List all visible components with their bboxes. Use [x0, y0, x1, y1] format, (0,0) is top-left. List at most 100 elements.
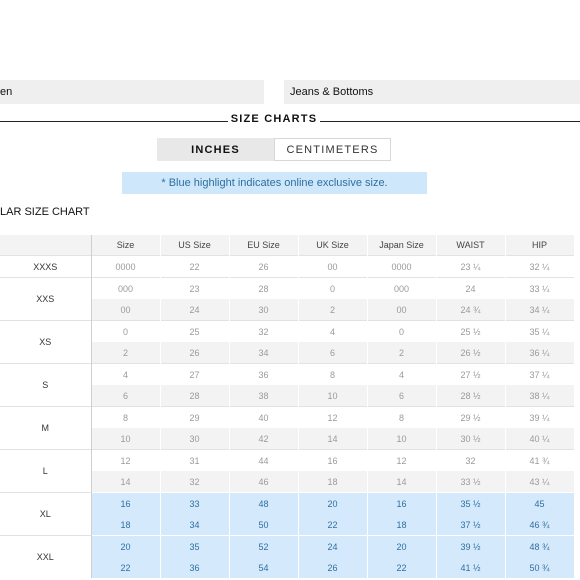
table-cell: 32: [436, 449, 506, 471]
table-cell: 41 ½: [436, 557, 506, 578]
online-exclusive-note: * Blue highlight indicates online exclus…: [122, 172, 427, 194]
header-cell-hip: HIP: [505, 235, 575, 256]
category-tab-women-label: en: [0, 86, 13, 98]
divider-left: [0, 121, 228, 122]
table-body: XXXS 0000 22 26 00 0000 23 ¼ 32 ¼ XXS 000 23 28 0 000…: [0, 255, 575, 578]
table-cell: 18: [91, 514, 161, 536]
table-cell: 38 ¼: [505, 385, 575, 407]
table-cell: 8: [298, 363, 368, 385]
table-cell: 46: [229, 471, 299, 493]
size-label-cell: XXXS: [0, 255, 92, 278]
table-cell: 8: [91, 406, 161, 428]
table-header-row: Size US Size EU Size UK Size Japan Size …: [0, 235, 575, 256]
table-cell: 000: [91, 277, 161, 299]
table-cell: 2: [367, 342, 437, 364]
table-cell: 43 ¼: [505, 471, 575, 493]
table-row: XXXS 0000 22 26 00 0000 23 ¼ 32 ¼: [0, 255, 575, 278]
table-cell: 30 ½: [436, 428, 506, 450]
table-cell: 8: [367, 406, 437, 428]
table-cell: 41 ¾: [505, 449, 575, 471]
table-cell: 37 ½: [436, 514, 506, 536]
header-cell-waist: WAIST: [436, 235, 506, 256]
table-cell: 22: [367, 557, 437, 578]
table-cell: 23 ¼: [436, 255, 506, 278]
table-row: 18 34 50 22 18 37 ½ 46 ¾: [0, 514, 575, 536]
table-cell: 26: [298, 557, 368, 578]
table-cell: 39 ½: [436, 535, 506, 557]
size-table: Size US Size EU Size UK Size Japan Size …: [0, 235, 575, 578]
size-label-cell: XXS: [0, 277, 92, 321]
table-cell: 0: [91, 320, 161, 342]
inches-button[interactable]: INCHES: [157, 138, 274, 161]
table-cell: 10: [367, 428, 437, 450]
table-cell: 24: [298, 535, 368, 557]
table-cell: 36 ¼: [505, 342, 575, 364]
table-cell: 12: [367, 449, 437, 471]
table-cell: 10: [91, 428, 161, 450]
table-cell: 20: [367, 535, 437, 557]
table-cell: 4: [298, 320, 368, 342]
table-cell: 28: [229, 277, 299, 299]
table-cell: 52: [229, 535, 299, 557]
header-cell-size: Size: [91, 235, 161, 256]
table-cell: 32: [229, 320, 299, 342]
table-cell: 54: [229, 557, 299, 578]
table-cell: 27 ½: [436, 363, 506, 385]
table-cell: 22: [91, 557, 161, 578]
category-tab-jeans-bottoms[interactable]: Jeans & Bottoms: [284, 80, 580, 104]
category-tab-women[interactable]: en: [0, 80, 264, 104]
table-cell: 28 ½: [436, 385, 506, 407]
table-row: 22 36 54 26 22 41 ½ 50 ¾: [0, 557, 575, 578]
table-cell: 48: [229, 492, 299, 514]
table-cell: 28: [160, 385, 230, 407]
table-row: 6 28 38 10 6 28 ½ 38 ¼: [0, 385, 575, 407]
table-cell: 33: [160, 492, 230, 514]
table-cell: 14: [367, 471, 437, 493]
table-cell: 23: [160, 277, 230, 299]
table-cell: 22: [160, 255, 230, 278]
table-cell: 18: [298, 471, 368, 493]
table-cell: 44: [229, 449, 299, 471]
table-cell: 10: [298, 385, 368, 407]
table-cell: 22: [298, 514, 368, 536]
table-cell: 35: [160, 535, 230, 557]
table-cell: 36: [160, 557, 230, 578]
table-cell: 35 ¼: [505, 320, 575, 342]
table-cell: 00: [91, 299, 161, 321]
table-cell: 2: [298, 299, 368, 321]
table-row: XL 16 33 48 20 16 35 ½ 45: [0, 492, 575, 536]
table-cell: 46 ¾: [505, 514, 575, 536]
table-cell: 36: [229, 363, 299, 385]
chart-title: LAR SIZE CHART: [0, 206, 90, 218]
table-cell: 14: [298, 428, 368, 450]
table-cell: 29 ½: [436, 406, 506, 428]
size-label-cell: L: [0, 449, 92, 493]
table-row: XS 0 25 32 4 0 25 ½ 35 ¼: [0, 320, 575, 364]
table-cell: 24: [160, 299, 230, 321]
table-cell: 24 ¾: [436, 299, 506, 321]
table-cell: 24: [436, 277, 506, 299]
table-cell: 33 ¼: [505, 277, 575, 299]
table-row: XXL 20 35 52 24 20 39 ½ 48 ¾: [0, 535, 575, 578]
table-cell: 12: [298, 406, 368, 428]
table-cell: 26: [160, 342, 230, 364]
size-label-cell: XS: [0, 320, 92, 364]
header-cell-eu-size: EU Size: [229, 235, 299, 256]
table-cell: 50: [229, 514, 299, 536]
table-cell: 14: [91, 471, 161, 493]
table-cell: 50 ¾: [505, 557, 575, 578]
table-cell: 29: [160, 406, 230, 428]
centimeters-button[interactable]: CENTIMETERS: [274, 138, 391, 161]
table-cell: 30: [229, 299, 299, 321]
table-cell: 18: [367, 514, 437, 536]
header-cell-japan-size: Japan Size: [367, 235, 437, 256]
table-cell: 42: [229, 428, 299, 450]
table-cell: 48 ¾: [505, 535, 575, 557]
table-cell: 45: [505, 492, 575, 514]
table-cell: 0: [367, 320, 437, 342]
table-cell: 34 ¼: [505, 299, 575, 321]
category-tab-jeans-label: Jeans & Bottoms: [290, 86, 374, 98]
header-cell-us-size: US Size: [160, 235, 230, 256]
table-row: S 4 27 36 8 4 27 ½ 37 ¼: [0, 363, 575, 407]
table-cell: 4: [91, 363, 161, 385]
